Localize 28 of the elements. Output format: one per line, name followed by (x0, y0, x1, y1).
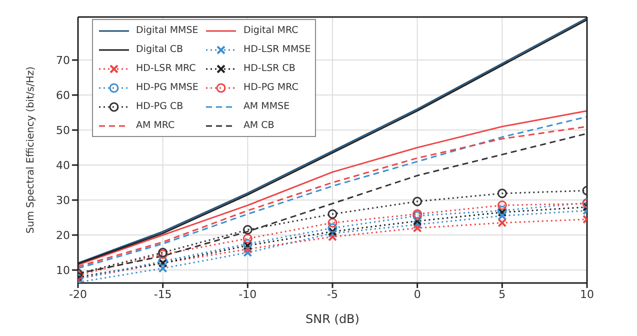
x-tick-label: 0 (414, 288, 421, 301)
x-tick-label: 5 (498, 288, 506, 301)
x-tick-label: -10 (238, 288, 257, 301)
y-tick-label: 60 (56, 88, 70, 102)
legend-label: HD-LSR MRC (136, 63, 196, 74)
y-axis-title: Sum Spectral Efficiency (bit/s/Hz) (26, 66, 37, 234)
x-tick-label: -15 (154, 288, 172, 301)
x-tick-label: 10 (580, 288, 594, 301)
legend-label: AM CB (243, 120, 274, 131)
legend-label: HD-PG MRC (243, 82, 298, 93)
legend-label: HD-PG MMSE (136, 82, 198, 93)
legend-label: AM MRC (136, 120, 175, 131)
y-tick-label: 10 (56, 264, 70, 277)
y-tick-label: 20 (56, 228, 70, 242)
legend-label: HD-LSR MMSE (243, 44, 311, 55)
x-tick-label: -5 (327, 288, 338, 301)
legend-label: HD-LSR CB (243, 63, 296, 74)
legend-label: HD-PG CB (136, 101, 184, 112)
legend-label: Digital CB (136, 44, 183, 55)
y-tick-label: 70 (56, 54, 70, 67)
y-tick-label: 30 (56, 194, 70, 207)
legend-label: Digital MMSE (136, 25, 198, 36)
x-axis-title: SNR (dB) (306, 312, 360, 326)
y-tick-label: 40 (56, 158, 70, 172)
legend-label: Digital MRC (243, 25, 298, 36)
y-tick-label: 50 (56, 124, 70, 137)
legend-label: AM MMSE (243, 101, 290, 112)
x-tick-label: -20 (69, 288, 87, 301)
